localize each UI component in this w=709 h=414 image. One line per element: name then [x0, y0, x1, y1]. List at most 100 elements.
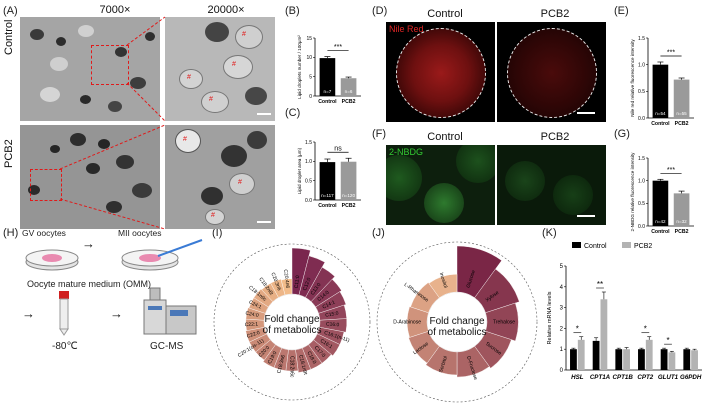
nbdg-control-image: 2-NBDG	[386, 145, 495, 225]
bar	[668, 352, 676, 370]
mag-7000-title: 7000×	[99, 4, 131, 16]
chart-g: 0.0 0.5 1.0 1.52-NBDG relative fluorescence…	[630, 152, 694, 235]
radial-j-center-line2: of metabolics	[427, 327, 487, 338]
droplet-marker: #	[238, 179, 242, 186]
radial-label: C15:0	[325, 310, 339, 318]
gv-oocytes-label: GV oocytes	[22, 228, 66, 238]
y-tick-label: 0	[309, 94, 312, 100]
significance-label: *	[644, 325, 647, 334]
scale-bar	[577, 112, 595, 114]
y-axis-label: Nile red relative fluorescence intensity	[630, 39, 635, 117]
x-tick-label: PCB2	[675, 121, 689, 127]
nile-red-stain-label: Nile Red	[389, 24, 424, 34]
bar	[645, 339, 653, 370]
x-tick-label: Control	[651, 229, 670, 235]
bar	[673, 79, 690, 118]
n-label: n=42	[655, 219, 666, 224]
x-tick-label: PCB2	[342, 203, 356, 209]
bar	[683, 349, 691, 370]
legend-swatch	[622, 242, 631, 248]
gcms-label: GC-MS	[150, 341, 184, 352]
radial-segment	[291, 247, 311, 296]
y-tick-label: 0.5	[305, 178, 312, 184]
bar	[319, 162, 336, 200]
y-tick-label: 0.0	[305, 198, 312, 204]
radial-segment	[313, 333, 341, 357]
x-tick-label: Control	[318, 203, 337, 209]
panel-label-k: (K)	[542, 227, 557, 239]
center-disc	[428, 293, 486, 351]
radial-segment	[253, 288, 274, 308]
radial-segment	[270, 278, 286, 298]
radial-segment	[262, 344, 282, 368]
y-tick-label: 1.0	[305, 159, 312, 165]
legend-swatch	[572, 242, 581, 248]
bar	[577, 339, 585, 370]
radial-segment	[456, 245, 502, 299]
n-label: n=7	[324, 89, 332, 94]
y-tick-label: 0.0	[638, 116, 645, 122]
bar	[340, 78, 357, 96]
radial-label: C16:0	[326, 321, 340, 328]
radial-segment	[305, 266, 336, 302]
nbdg-pcb2-image	[497, 145, 606, 225]
fatty-acid-radial-chart: C11:0 C12:0C13:0C14:0C14:1C15:0C16:0C16:1…	[213, 243, 371, 401]
petri-dish-gv	[25, 249, 79, 271]
radial-segment	[280, 278, 293, 296]
radial-label: D-Arabinose	[393, 319, 421, 325]
y-axis-label: Lipid droplets number / 100μm²	[297, 35, 302, 99]
arrow-right-icon: →	[82, 236, 95, 251]
radial-segment	[245, 307, 266, 321]
radial-segment	[319, 318, 348, 333]
x-tick-label: CPT1A	[590, 374, 611, 381]
droplet-marker: #	[187, 74, 191, 81]
radial-label: Trehalose	[493, 319, 515, 325]
droplet-marker: #	[232, 61, 236, 68]
y-tick-label: 2	[560, 326, 564, 332]
em-control-7000	[20, 17, 160, 121]
x-tick-label: CPT2	[637, 374, 653, 381]
significance-label: **	[597, 280, 603, 289]
significance-label: *	[576, 325, 579, 334]
nile-red-pcb2-image	[497, 22, 606, 122]
radial-segment	[406, 306, 429, 338]
radial-label: C18:2n6c	[289, 356, 295, 378]
bar	[652, 180, 669, 226]
radial-segment	[474, 331, 512, 369]
panel-label-c: (C)	[285, 107, 301, 119]
panel-label-d: (D)	[372, 5, 388, 17]
y-tick-label: 0.5	[638, 89, 645, 95]
omm-label: Oocyte mature medium (OMM)	[27, 279, 152, 289]
panel-label-b: (B)	[285, 5, 300, 17]
radial-label: C24:0	[245, 311, 259, 319]
radial-label: C18:1n9t	[297, 354, 308, 376]
x-tick-label: Control	[318, 99, 337, 105]
radial-segment	[408, 331, 440, 364]
radial-label: Sorbitol	[438, 355, 449, 373]
petri-dish-mii	[121, 239, 203, 271]
bar	[691, 350, 698, 370]
em-pcb2-20000: # # #	[165, 125, 275, 229]
radial-segment	[410, 282, 440, 313]
y-tick-label: 1.5	[305, 140, 312, 146]
f-col-control: Control	[427, 131, 463, 143]
droplet-marker: #	[183, 136, 187, 143]
bar	[615, 349, 623, 370]
n-label: n=120	[342, 193, 355, 198]
y-tick-label: 0	[560, 368, 564, 374]
radial-i-center-line1: Fold change	[264, 314, 320, 325]
radial-label: C11:0	[294, 275, 302, 289]
center-disc	[265, 295, 319, 349]
radial-segment	[425, 345, 458, 376]
radial-label: C22:0	[246, 330, 261, 340]
radial-segment	[295, 347, 312, 373]
x-tick-label: PCB2	[342, 99, 356, 105]
x-tick-label: PCB2	[675, 229, 689, 235]
panel-label-a: (A)	[3, 5, 18, 17]
bar	[340, 161, 357, 200]
radial-label: C18:0	[305, 351, 317, 366]
radial-segment	[456, 345, 490, 378]
panel-label-i: (I)	[212, 227, 223, 239]
d-col-pcb2: PCB2	[540, 8, 570, 20]
